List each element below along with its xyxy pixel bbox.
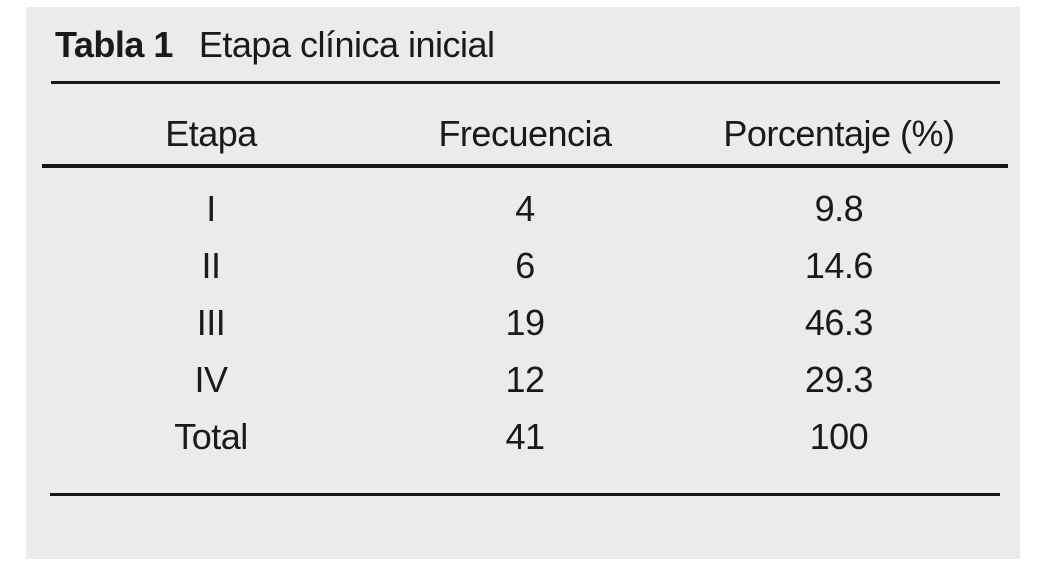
column-header-etapa: Etapa [165,113,257,154]
column-header-porcentaje: Porcentaje (%) [723,113,955,154]
table-row-total: Total 41 100 [42,408,1008,465]
bottom-rule [50,493,1000,496]
cell-porcentaje: 29.3 [804,358,874,400]
column-header-frecuencia: Frecuencia [438,113,612,154]
cell-porcentaje: 9.8 [814,187,864,229]
cell-frecuencia: 12 [505,358,545,400]
table-body: I 4 9.8 II 6 14.6 III 19 46.3 IV 12 29.3… [42,180,1008,465]
table-header-row: Etapa Frecuencia Porcentaje (%) [42,113,1008,154]
cell-etapa: I [206,187,216,229]
cell-etapa: Total [174,415,248,457]
table-caption: Tabla 1 Etapa clínica inicial [55,23,495,66]
cell-porcentaje: 100 [809,415,869,457]
table-number: Tabla 1 [55,24,173,65]
cell-etapa: II [201,244,222,286]
table-row: III 19 46.3 [42,294,1008,351]
header-rule [42,164,1008,168]
table-panel: Tabla 1 Etapa clínica inicial Etapa Frecu… [26,7,1020,559]
table-row: IV 12 29.3 [42,351,1008,408]
cell-frecuencia: 4 [515,187,535,229]
cell-porcentaje: 14.6 [804,244,874,286]
cell-etapa: IV [194,358,229,400]
table-row: II 6 14.6 [42,237,1008,294]
cell-frecuencia: 6 [515,244,535,286]
cell-porcentaje: 46.3 [804,301,874,343]
table-row: I 4 9.8 [42,180,1008,237]
cell-frecuencia: 41 [505,415,545,457]
table-title: Etapa clínica inicial [198,24,495,65]
caption-rule [51,81,1000,84]
cell-frecuencia: 19 [505,301,545,343]
cell-etapa: III [196,301,226,343]
